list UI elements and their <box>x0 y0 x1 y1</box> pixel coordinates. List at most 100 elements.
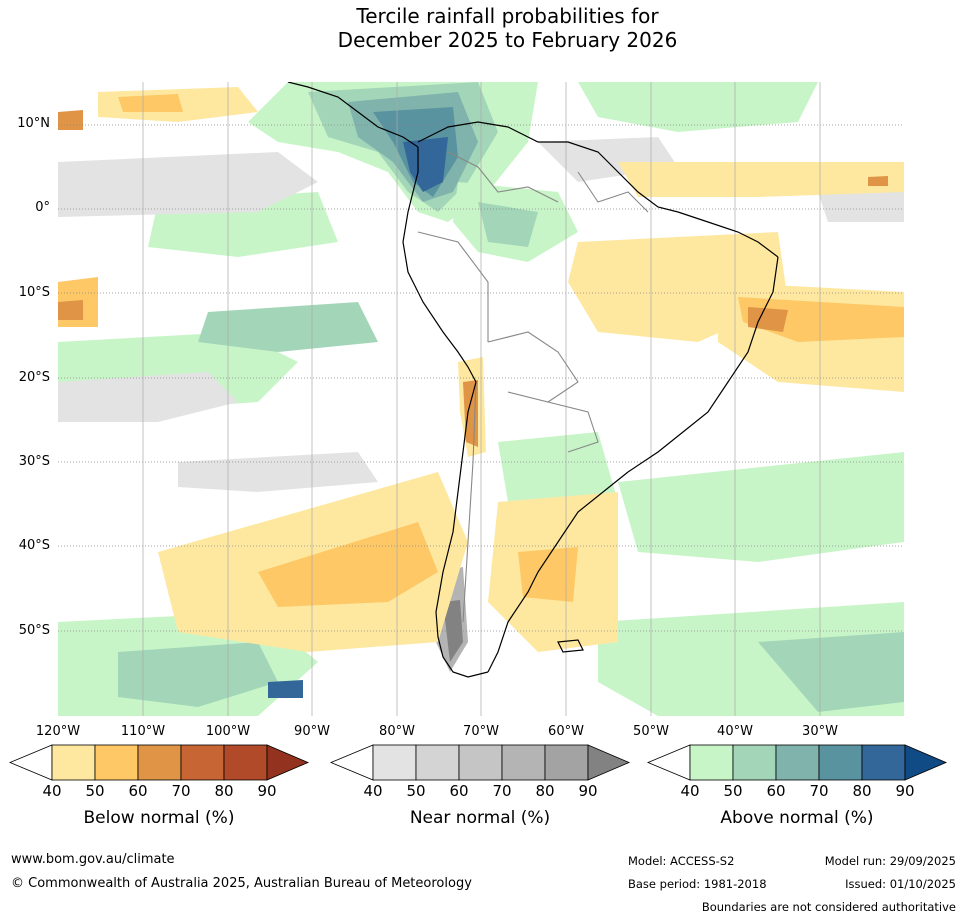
copyright-notice: © Commonwealth of Australia 2025, Austra… <box>11 876 472 891</box>
coastline-falklands <box>557 639 584 653</box>
below-tick-70: 70 <box>171 782 191 800</box>
lon-label-40w: 40°W <box>717 724 753 739</box>
lat-label-20s: 20°S <box>18 370 50 385</box>
lon-label-50w: 50°W <box>633 724 669 739</box>
base-period: Base period: 1981-2018 <box>628 877 767 891</box>
map-title: Tercile rainfall probabilities for Decem… <box>0 4 965 52</box>
colorbar-near-bin-5 <box>544 744 589 781</box>
colorbar-below-label: Below normal (%) <box>83 808 235 828</box>
colorbar-near-min-arrow <box>329 744 374 781</box>
colorbar-near-bin-3 <box>458 744 503 781</box>
coastline-brazil-north <box>677 211 779 258</box>
colorbar-below-bin-4 <box>180 744 225 781</box>
colorbar-above-bin-1 <box>689 744 734 781</box>
lon-label-120w: 120°W <box>35 724 81 739</box>
lat-label-0: 0° <box>35 200 50 215</box>
colorbar-above-max-arrow <box>904 744 948 781</box>
issued-date: Issued: 01/10/2025 <box>845 877 956 891</box>
border-bolivia <box>487 331 579 403</box>
border-guianas <box>577 171 649 213</box>
border-argentina-chile <box>462 381 477 623</box>
coastline-chile <box>435 381 477 613</box>
lon-label-110w: 110°W <box>120 724 166 739</box>
colorbar-below-normal <box>8 744 310 781</box>
model-run-date: Model run: 29/09/2025 <box>824 854 956 868</box>
lon-label-70w: 70°W <box>463 724 499 739</box>
lon-label-60w: 60°W <box>548 724 584 739</box>
colorbar-above-bin-3 <box>775 744 820 781</box>
coastline-argentina-east <box>487 471 629 673</box>
colorbar-near-bin-1 <box>372 744 417 781</box>
near-patch-east-2 <box>818 187 904 222</box>
lat-label-30s: 30°S <box>18 454 50 469</box>
above-patch-east-1 <box>578 82 818 132</box>
near-tick-90: 90 <box>578 782 598 800</box>
lat-label-10n: 10°N <box>17 116 50 131</box>
colorbar-near-bin-2 <box>415 744 460 781</box>
above-normal-shading <box>58 82 904 716</box>
website-link[interactable]: www.bom.gov.au/climate <box>11 852 175 867</box>
colorbar-near-bin-4 <box>501 744 546 781</box>
border-paraguay <box>547 401 599 453</box>
lon-label-80w: 80°W <box>379 724 415 739</box>
below-tick-50: 50 <box>85 782 105 800</box>
title-line-2: December 2025 to February 2026 <box>337 28 678 52</box>
model-name: Model: ACCESS-S2 <box>628 854 735 868</box>
below-normal-shading <box>58 87 904 652</box>
below-tick-90: 90 <box>257 782 277 800</box>
below-tick-60: 60 <box>128 782 148 800</box>
near-tick-70: 70 <box>492 782 512 800</box>
coastline-central-america <box>287 82 419 148</box>
colorbar-below-bin-3 <box>137 744 182 781</box>
map-canvas <box>58 82 904 716</box>
colorbar-above-bin-4 <box>818 744 863 781</box>
above-patch-atlantic-1 <box>618 452 904 562</box>
colorbar-below-bin-1 <box>51 744 96 781</box>
coastline-tierra-del-fuego <box>435 611 489 678</box>
above-tick-60: 60 <box>766 782 786 800</box>
meridians <box>142 82 821 716</box>
near-patch-pacific-2 <box>58 372 238 422</box>
near-patch-pacific-1 <box>58 152 318 217</box>
lat-label-40s: 40°S <box>18 538 50 553</box>
lon-label-90w: 90°W <box>294 724 330 739</box>
near-tick-50: 50 <box>406 782 426 800</box>
rainfall-probability-map <box>58 82 904 716</box>
above-patch-pacific-3 <box>118 642 278 707</box>
above-patch-pacific-6 <box>198 302 378 352</box>
above-patch-amazon-2 <box>478 202 538 247</box>
below-patch-west-mid-2 <box>58 300 83 320</box>
coastline <box>287 82 779 678</box>
near-tick-60: 60 <box>449 782 469 800</box>
lat-label-50s: 50°S <box>18 623 50 638</box>
near-tick-80: 80 <box>535 782 555 800</box>
colorbar-above-normal <box>646 744 948 781</box>
colorbar-near-label: Near normal (%) <box>409 808 551 828</box>
above-tick-70: 70 <box>809 782 829 800</box>
above-patch-north-5 <box>403 137 448 192</box>
below-patch-south-pacific-2 <box>258 522 438 607</box>
lon-label-30w: 30°W <box>802 724 838 739</box>
colorbar-below-bin-2 <box>94 744 139 781</box>
lon-label-100w: 100°W <box>205 724 251 739</box>
colorbar-above-bin-5 <box>861 744 906 781</box>
colorbar-below-max-arrow <box>266 744 310 781</box>
colorbar-below-bin-5 <box>223 744 268 781</box>
below-patch-caribbean-2 <box>868 176 888 186</box>
colorbar-above-min-arrow <box>646 744 691 781</box>
title-line-1: Tercile rainfall probabilities for <box>356 4 659 28</box>
border-peru-brazil <box>417 231 489 342</box>
colorbar-above-label: Above normal (%) <box>720 808 874 828</box>
colorbar-near-normal <box>329 744 631 781</box>
below-patch-caribbean <box>618 162 904 197</box>
boundaries-disclaimer: Boundaries are not considered authoritat… <box>701 900 956 914</box>
coastline-brazil-east <box>627 256 779 473</box>
coastline-peru-ecuador <box>402 147 477 383</box>
above-tick-80: 80 <box>852 782 872 800</box>
colorbar-below-min-arrow <box>8 744 53 781</box>
above-tick-50: 50 <box>723 782 743 800</box>
below-patch-argentina-2 <box>518 547 578 602</box>
colorbar-near-max-arrow <box>587 744 631 781</box>
coastline-caribbean <box>417 121 679 213</box>
near-patch-patagonia-2 <box>443 600 463 662</box>
